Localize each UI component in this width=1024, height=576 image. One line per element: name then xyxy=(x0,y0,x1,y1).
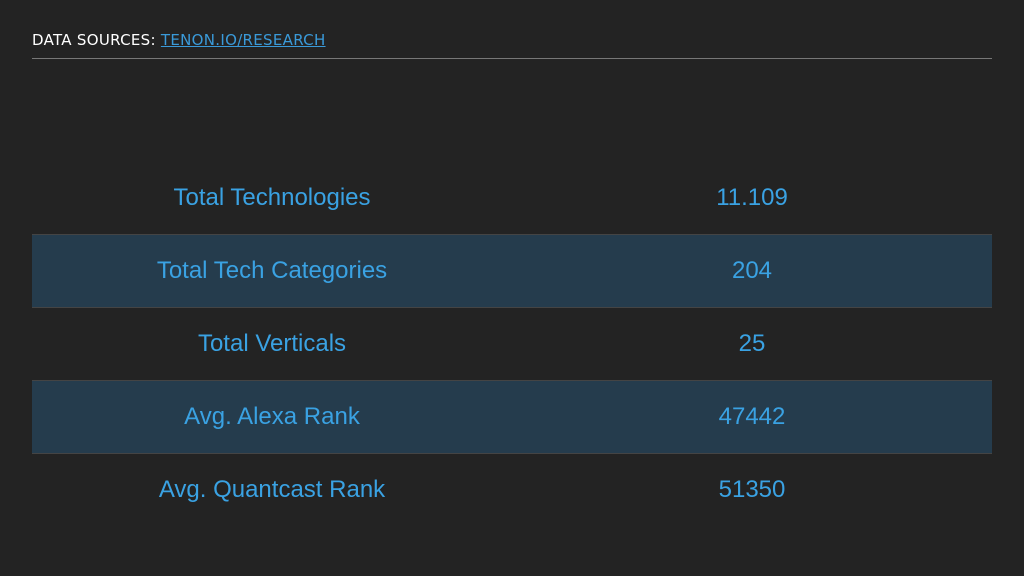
table-body: Total Technologies 11.109 Total Tech Categ… xyxy=(32,162,992,526)
divider xyxy=(32,58,992,59)
row-label: Avg. Alexa Rank xyxy=(32,380,512,454)
row-label: Total Technologies xyxy=(173,184,371,211)
row-label: Avg. Quantcast Rank xyxy=(158,476,386,503)
row-value: 11.109 xyxy=(716,184,788,211)
table-row: Avg. Alexa Rank 47442 xyxy=(32,380,992,454)
table-row: Total Verticals 25 xyxy=(32,308,992,381)
row-label: Total Verticals xyxy=(197,330,347,357)
row-value: 51350 xyxy=(718,476,786,503)
table-row: Avg. Quantcast Rank 51350 xyxy=(32,454,992,527)
header-link[interactable]: TENON.IO/RESEARCH xyxy=(160,31,326,49)
row-label: Total Tech Categories xyxy=(32,234,512,308)
header: DATA SOURCES: TENON.IO/RESEARCH xyxy=(32,31,326,49)
row-value: 25 xyxy=(738,330,766,357)
header-label: DATA SOURCES: xyxy=(32,31,156,49)
stats-table: Total Technologies 11.109 Total Tech Categ… xyxy=(32,162,992,526)
row-value: 204 xyxy=(512,234,992,308)
table-row: Total Tech Categories 204 xyxy=(32,234,992,308)
table-row: Total Technologies 11.109 xyxy=(32,162,992,235)
row-value: 47442 xyxy=(512,380,992,454)
